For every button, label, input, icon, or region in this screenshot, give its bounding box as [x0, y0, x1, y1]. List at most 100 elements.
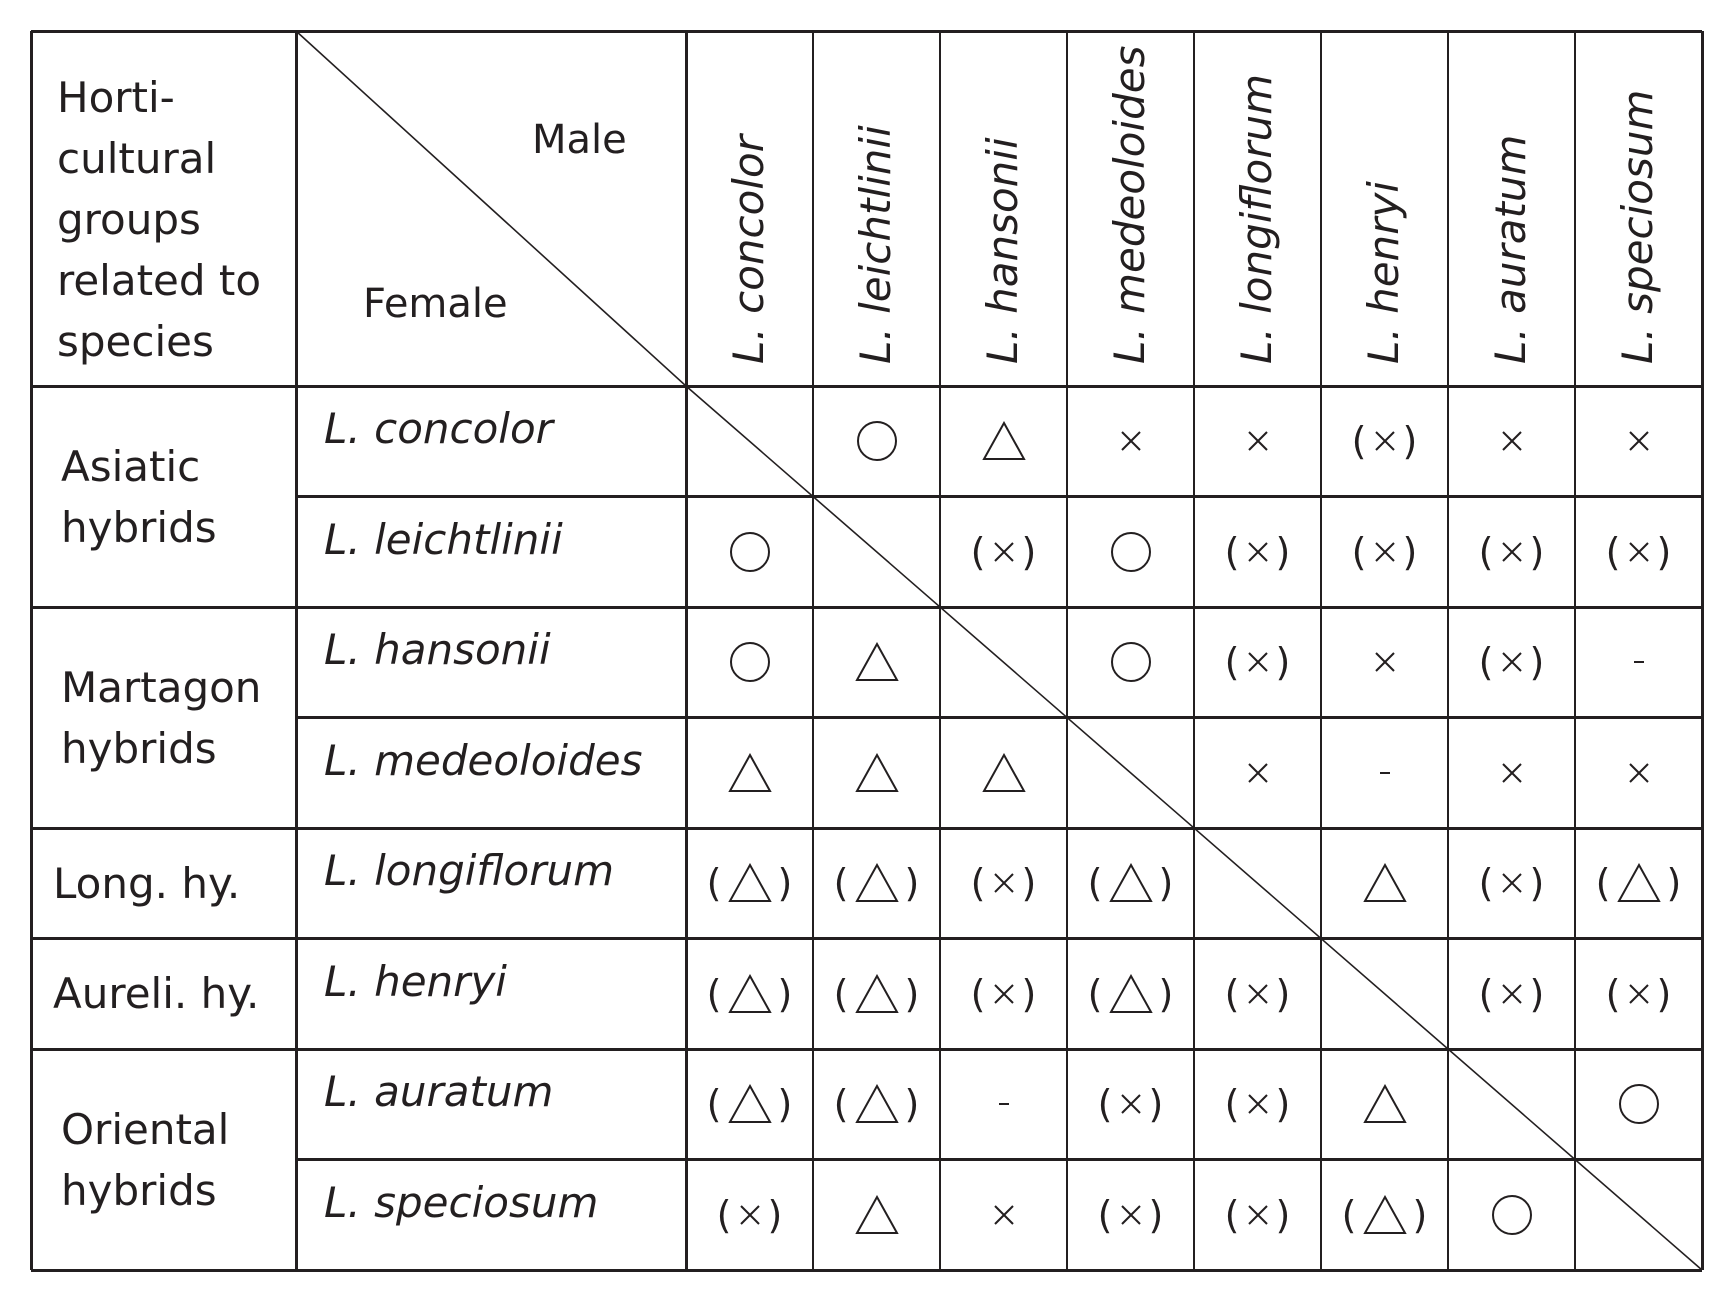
cross-icon — [1247, 1094, 1268, 1114]
cell-symbol — [1632, 657, 1646, 667]
close-paren: ) — [1656, 529, 1672, 574]
cell-symbol: () — [1352, 419, 1418, 463]
cross-icon — [1247, 652, 1268, 672]
open-paren: ( — [1087, 971, 1103, 1016]
cell-symbol: () — [1225, 530, 1291, 574]
dash-icon — [1379, 771, 1390, 774]
column-header: L. concolor — [724, 135, 773, 364]
cell-symbol — [1500, 761, 1524, 785]
table-cell — [1448, 718, 1575, 829]
table-cell — [1194, 386, 1321, 497]
close-paren: ) — [1402, 419, 1418, 464]
close-paren: ) — [1275, 529, 1291, 574]
table-cell — [1321, 939, 1448, 1050]
cell-symbol: () — [1479, 640, 1545, 684]
row-header: L. longiflorum — [324, 846, 615, 895]
cross-icon — [993, 873, 1014, 893]
cell-symbol — [981, 752, 1026, 793]
cell-symbol: () — [1596, 861, 1682, 905]
column-header: L. hansonii — [978, 137, 1027, 364]
cell-symbol: () — [1342, 1193, 1428, 1237]
close-paren: ) — [1021, 861, 1037, 906]
table-cell — [813, 718, 940, 829]
table-cell: () — [1194, 607, 1321, 718]
table-cell — [1194, 718, 1321, 829]
cell-symbol — [1362, 863, 1407, 903]
triangle-icon — [727, 863, 772, 903]
close-paren: ) — [1158, 861, 1174, 906]
cross-icon — [1501, 984, 1522, 1004]
table-cell: () — [940, 497, 1067, 608]
column-header: L. speciosum — [1613, 89, 1662, 364]
close-paren: ) — [1529, 529, 1545, 574]
cross-icon — [1374, 542, 1395, 562]
cell-symbol: () — [1606, 972, 1672, 1016]
close-paren: ) — [1021, 971, 1037, 1016]
close-paren: ) — [1275, 640, 1291, 685]
column-header: L. longiflorum — [1232, 73, 1281, 364]
row-header: L. hansonii — [324, 625, 551, 674]
cross-icon — [1501, 873, 1522, 893]
cell-symbol — [727, 752, 772, 793]
open-paren: ( — [1605, 529, 1621, 574]
close-paren: ) — [1529, 640, 1545, 685]
cross-icon — [1628, 763, 1649, 783]
table-cell: () — [1067, 1049, 1194, 1160]
cell-symbol — [1378, 768, 1392, 778]
triangle-icon — [981, 421, 1026, 461]
table-cell — [686, 718, 813, 829]
cell-symbol — [1110, 531, 1152, 573]
triangle-icon — [854, 752, 899, 792]
table-cell — [813, 386, 940, 497]
table-cell — [1448, 1160, 1575, 1271]
triangle-icon — [981, 752, 1026, 792]
cross-icon — [993, 542, 1014, 562]
table-cell — [1448, 386, 1575, 497]
open-paren: ( — [1224, 1082, 1240, 1127]
open-paren: ( — [1224, 640, 1240, 685]
cell-symbol — [1246, 429, 1270, 453]
table-cell — [1321, 607, 1448, 718]
open-paren: ( — [1605, 971, 1621, 1016]
table-cell: () — [1194, 1160, 1321, 1271]
table-cell: () — [1448, 828, 1575, 939]
cross-icon — [1501, 652, 1522, 672]
header-female-label: Female — [363, 281, 508, 327]
row-header: L. auratum — [324, 1067, 554, 1116]
open-paren: ( — [716, 1192, 732, 1237]
open-paren: ( — [1224, 971, 1240, 1016]
table-cell: () — [686, 939, 813, 1050]
cell-symbol — [1246, 761, 1270, 785]
header-male-label: Male — [532, 117, 627, 163]
group-label: Long. hy. — [53, 858, 241, 908]
triangle-icon — [1108, 973, 1153, 1013]
cross-icon — [1247, 984, 1268, 1004]
open-paren: ( — [1595, 861, 1611, 906]
triangle-icon — [1108, 863, 1153, 903]
table-cell — [1321, 828, 1448, 939]
table-cell — [686, 386, 813, 497]
open-paren: ( — [1097, 1192, 1113, 1237]
table-cell — [940, 1160, 1067, 1271]
column-header: L. henryi — [1359, 181, 1408, 364]
cell-symbol: () — [707, 1082, 793, 1126]
close-paren: ) — [1021, 529, 1037, 574]
triangle-icon — [727, 973, 772, 1013]
open-paren: ( — [970, 529, 986, 574]
table-cell: () — [686, 1049, 813, 1160]
close-paren: ) — [904, 971, 920, 1016]
cell-symbol — [1362, 1084, 1407, 1124]
table-cell — [940, 1049, 1067, 1160]
cell-symbol — [1119, 429, 1143, 453]
cross-icon — [1374, 431, 1395, 451]
cell-symbol — [854, 642, 899, 682]
cell-symbol: () — [1606, 530, 1672, 574]
cell-symbol: () — [1225, 1082, 1291, 1126]
close-paren: ) — [1148, 1192, 1164, 1237]
cross-icon — [1247, 542, 1268, 562]
open-paren: ( — [706, 861, 722, 906]
group-label: Oriental hybrids — [61, 1104, 230, 1215]
table-cell: () — [1575, 828, 1702, 939]
table-cell: () — [1448, 607, 1575, 718]
